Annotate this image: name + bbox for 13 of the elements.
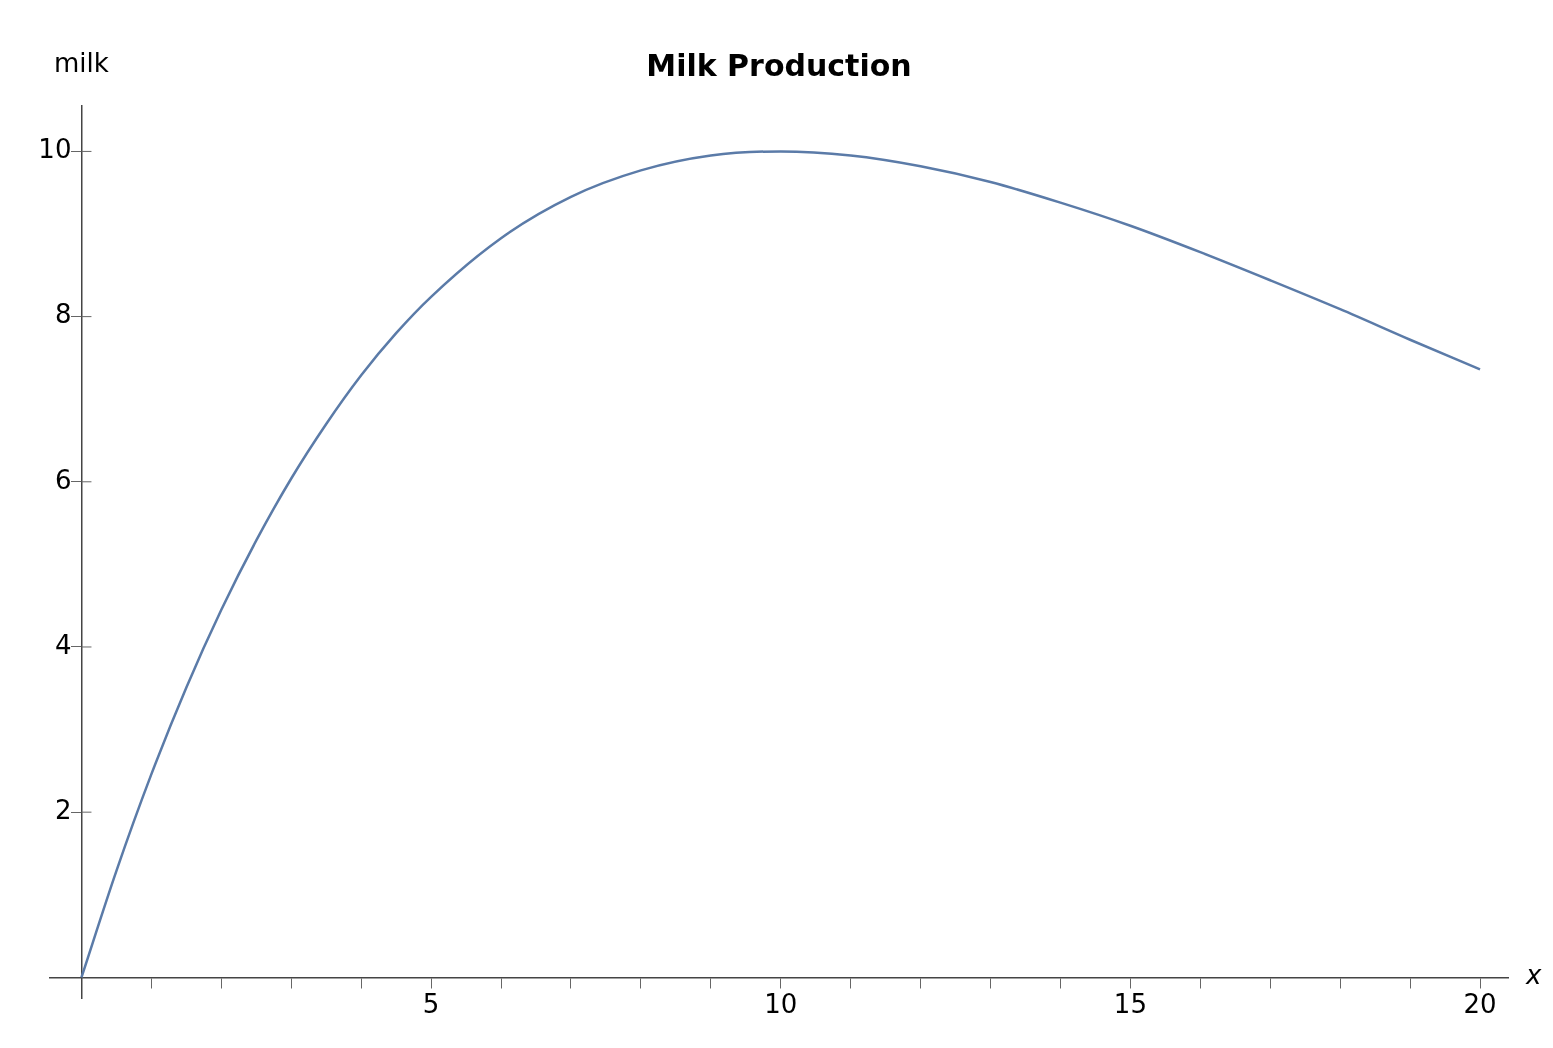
x-tick-label: 10 [764,988,798,1019]
y-tick-label: 8 [54,299,72,330]
x-tick-label: 20 [1463,988,1497,1019]
line-series [80,150,1482,979]
chart-title: Milk Production [646,47,912,83]
y-tick-label: 4 [54,629,72,660]
x-axis-title: x [1525,960,1542,991]
y-tick-label: 6 [54,464,72,495]
y-axis-title: milk [54,47,109,78]
y-tick-label: 10 [38,134,72,165]
x-tick-label: 5 [422,988,440,1019]
y-tick-label: 2 [54,794,72,825]
x-tick-label: 15 [1113,988,1147,1019]
